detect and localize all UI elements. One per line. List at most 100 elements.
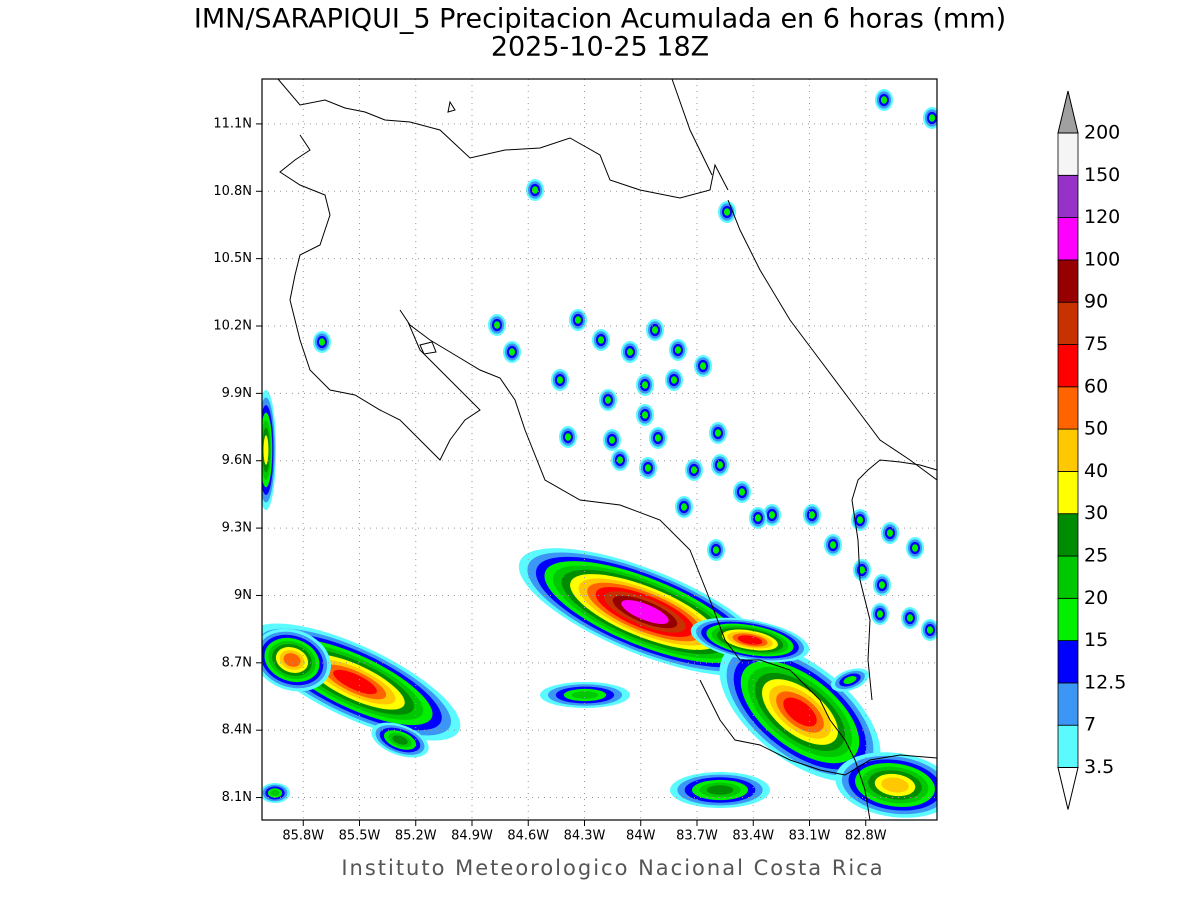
y-tick-label: 10.8N [213, 184, 252, 199]
precip-contour [556, 376, 564, 384]
colorbar-over [1057, 90, 1079, 134]
colorbar-label: 40 [1084, 460, 1108, 482]
precip-contour [564, 433, 572, 441]
colorbar-under [1057, 767, 1079, 810]
coastline [447, 100, 456, 113]
colorbar-box [1057, 555, 1079, 599]
x-tick-label: 84.3W [564, 829, 606, 844]
precip-contour [318, 338, 326, 346]
colorbar-label: 200 [1084, 122, 1120, 144]
colorbar-box [1057, 132, 1079, 176]
colorbar-label: 150 [1084, 164, 1120, 186]
precip-contour [654, 434, 662, 442]
coastlines [277, 79, 937, 820]
coastline [419, 341, 437, 355]
subtitle: 2025-10-25 18Z [491, 32, 709, 63]
precip-contour [626, 348, 634, 356]
precip-contour [616, 456, 624, 464]
coastline [727, 199, 937, 481]
colorbar-label: 25 [1084, 545, 1108, 567]
y-tick-label: 10.2N [213, 319, 252, 334]
precip-contour [712, 546, 720, 554]
coastline [671, 79, 713, 176]
colorbar-label: 15 [1084, 629, 1108, 651]
x-tick-label: 85.5W [339, 829, 381, 844]
precip-contour [608, 436, 616, 444]
precipitation-field [262, 89, 937, 818]
y-tick-label: 8.4N [222, 723, 252, 738]
precip-contour [333, 669, 377, 695]
precip-contour [808, 511, 816, 519]
precip-contour [843, 676, 857, 684]
precip-contour [283, 653, 301, 667]
precip-contour [911, 544, 919, 552]
y-tick-label: 8.1N [222, 790, 252, 805]
precip-contour [690, 466, 698, 474]
precip-contour [906, 614, 914, 622]
colorbar-box [1057, 682, 1079, 726]
precip-contour [886, 529, 894, 537]
colorbar-box [1057, 301, 1079, 345]
colorbar: 3.5 7 12.5 15 20 25 30 40 50 60 75 90 100 120 150 200 [1057, 90, 1126, 810]
precip-contour [699, 362, 707, 370]
precip-contour [493, 321, 501, 329]
colorbar-label: 12.5 [1084, 671, 1126, 693]
precip-contour [858, 566, 866, 574]
precip-contour [738, 488, 746, 496]
precip-contour [531, 186, 539, 194]
precip-contour [574, 316, 582, 324]
colorbar-box [1057, 513, 1079, 557]
x-tick-label: 85.8W [282, 829, 324, 844]
precip-contour [392, 735, 408, 745]
precip-contour [878, 581, 886, 589]
colorbar-label: 90 [1084, 291, 1108, 313]
colorbar-box [1057, 597, 1079, 641]
coastline [699, 679, 937, 776]
precip-contour [716, 461, 724, 469]
axes: 85.8W 85.5W 85.2W 84.9W 84.6W 84.3W 84W 83.7W 83… [213, 116, 886, 843]
precip-contour [881, 777, 909, 793]
precip-contour [508, 348, 516, 356]
y-tick-label: 9.6N [222, 453, 252, 468]
colorbar-label: 100 [1084, 248, 1120, 270]
precip-contour [768, 511, 776, 519]
precip-contour [597, 336, 605, 344]
y-tick-label: 11.1N [213, 116, 252, 131]
precip-contour [670, 376, 678, 384]
colorbar-label: 60 [1084, 375, 1108, 397]
precip-contour [651, 326, 659, 334]
colorbar-label: 75 [1084, 333, 1108, 355]
precip-contour [641, 411, 649, 419]
precip-contour [829, 541, 837, 549]
y-tick-label: 8.7N [222, 655, 252, 670]
y-tick-label: 10.5N [213, 251, 252, 266]
precip-contour [714, 429, 722, 437]
map-frame [261, 78, 938, 821]
colorbar-box [1057, 174, 1079, 219]
colorbar-box [1057, 640, 1079, 684]
precip-contour [604, 396, 612, 404]
x-tick-label: 83.1W [789, 829, 831, 844]
y-tick-label: 9.3N [222, 521, 252, 536]
precip-contour [706, 785, 734, 795]
precip-contour [737, 635, 763, 645]
colorbar-box [1057, 344, 1079, 388]
x-tick-label: 84W [626, 829, 656, 844]
footer: Instituto Meteorologico Nacional Costa R… [341, 856, 884, 880]
coastline [279, 134, 871, 820]
colorbar-label: 50 [1084, 418, 1108, 440]
colorbar-box [1057, 217, 1079, 261]
coastline [851, 459, 937, 701]
colorbar-box [1057, 470, 1079, 515]
x-tick-label: 83.7W [676, 829, 718, 844]
x-tick-label: 84.6W [507, 829, 549, 844]
precip-contour [621, 600, 669, 624]
precip-contour [571, 691, 599, 699]
precip-contour [680, 503, 688, 511]
y-tick-label: 9N [234, 588, 252, 603]
colorbar-label: 7 [1084, 714, 1096, 736]
colorbar-label: 120 [1084, 206, 1120, 228]
x-tick-label: 85.2W [395, 829, 437, 844]
precip-contour [270, 790, 280, 796]
